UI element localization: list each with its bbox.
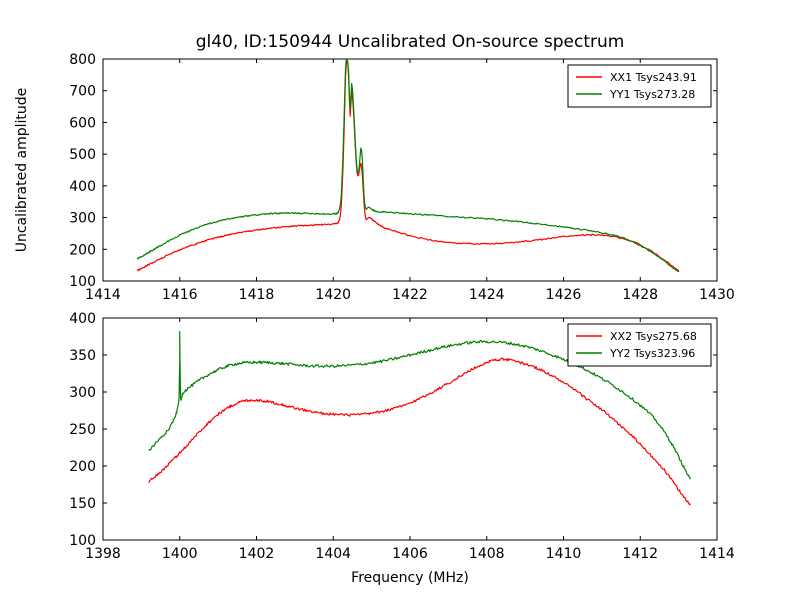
y-tick-label-bottom-4: 300 — [69, 385, 96, 401]
x-axis-label: Frequency (MHz) — [351, 570, 469, 586]
x-tick-label-top-2: 1418 — [239, 287, 275, 303]
x-tick-label-bottom-5: 1408 — [469, 546, 505, 562]
legend-bottom-label-1: YY2 Tsys323.96 — [609, 347, 695, 360]
x-tick-label-bottom-0: 1398 — [85, 546, 121, 562]
x-tick-label-top-6: 1426 — [546, 287, 582, 303]
series-line-bottom-1 — [148, 330, 691, 480]
legend-bottom[interactable]: XX2 Tsys275.68 YY2 Tsys323.96 — [567, 323, 712, 367]
x-tick-label-top-7: 1428 — [622, 287, 658, 303]
y-tick-label-bottom-6: 400 — [69, 311, 96, 327]
y-tick-label-bottom-3: 250 — [69, 422, 96, 438]
y-tick-label-top-4: 500 — [69, 147, 96, 163]
series-group-bottom — [148, 330, 691, 506]
figure-title: gl40, ID:150944 Uncalibrated On-source s… — [196, 32, 625, 52]
y-tick-label-bottom-5: 350 — [69, 348, 96, 364]
x-tick-label-bottom-7: 1412 — [622, 546, 658, 562]
y-tick-label-top-0: 100 — [69, 274, 96, 290]
x-tick-label-top-4: 1422 — [392, 287, 428, 303]
y-tick-label-top-2: 300 — [69, 211, 96, 227]
y-tick-label-top-3: 400 — [69, 179, 96, 195]
y-tick-label-top-6: 700 — [69, 84, 96, 100]
y-tick-label-bottom-0: 100 — [69, 533, 96, 549]
legend-top-label-0: XX1 Tsys243.91 — [610, 71, 697, 84]
x-tick-label-top-3: 1420 — [315, 287, 351, 303]
y-tick-label-bottom-1: 150 — [69, 496, 96, 512]
x-tick-label-bottom-1: 1400 — [162, 546, 198, 562]
x-tick-label-top-8: 1430 — [699, 287, 735, 303]
x-tick-label-top-5: 1424 — [469, 287, 505, 303]
x-tick-label-bottom-4: 1406 — [392, 546, 428, 562]
y-tick-label-bottom-2: 200 — [69, 459, 96, 475]
series-line-top-1 — [136, 59, 680, 273]
legend-bottom-label-0: XX2 Tsys275.68 — [610, 330, 697, 343]
legend-top[interactable]: XX1 Tsys243.91 YY1 Tsys273.28 — [567, 64, 712, 108]
panel-bottom: 1398 1400 1402 1404 1406 1408 1410 1412 1414 100 1… — [69, 311, 735, 562]
legend-top-label-1: YY1 Tsys273.28 — [609, 88, 695, 101]
legend-top-box — [567, 64, 712, 108]
y-tick-label-top-1: 200 — [69, 242, 96, 258]
series-line-bottom-0 — [148, 357, 691, 506]
x-tick-label-top-1: 1416 — [162, 287, 198, 303]
x-tick-label-bottom-6: 1410 — [546, 546, 582, 562]
y-tick-label-top-7: 800 — [69, 52, 96, 68]
x-tick-label-bottom-8: 1414 — [699, 546, 735, 562]
y-axis-label: Uncalibrated amplitude — [14, 88, 30, 253]
y-tick-label-top-5: 600 — [69, 115, 96, 131]
x-tick-label-bottom-2: 1402 — [239, 546, 275, 562]
x-tick-label-bottom-3: 1404 — [315, 546, 351, 562]
x-tick-label-top-0: 1414 — [85, 287, 121, 303]
series-group-top — [136, 59, 680, 273]
legend-bottom-box — [567, 323, 712, 367]
